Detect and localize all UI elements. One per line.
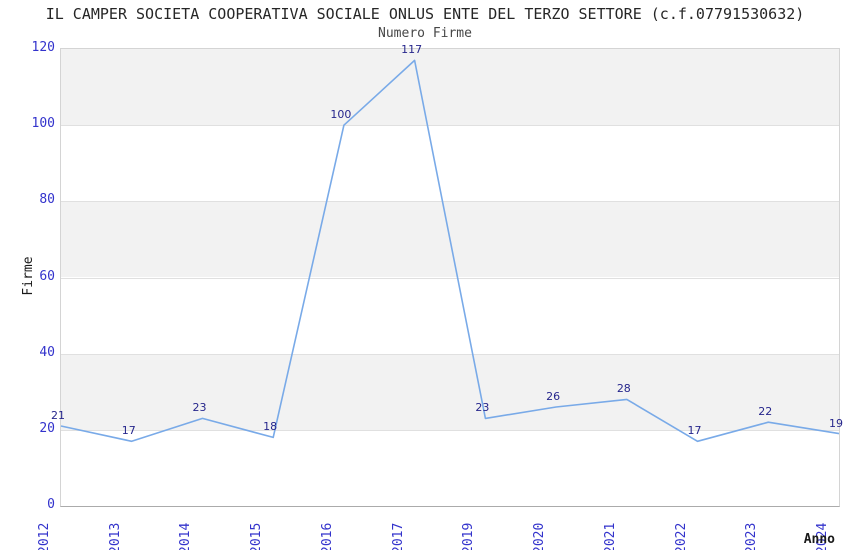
chart-subtitle: Numero Firme bbox=[378, 26, 472, 41]
data-point-label: 17 bbox=[121, 424, 136, 438]
y-tick-label: 100 bbox=[31, 116, 55, 132]
y-tick-label: 60 bbox=[39, 268, 55, 284]
x-tick-label: 2021 bbox=[602, 522, 618, 550]
data-point-label: 23 bbox=[475, 401, 490, 415]
y-tick-label: 80 bbox=[39, 192, 55, 208]
data-point-label: 23 bbox=[192, 401, 207, 415]
gridline bbox=[61, 125, 839, 127]
data-point-label: 21 bbox=[51, 409, 65, 423]
gridline bbox=[61, 277, 839, 279]
chart-title: IL CAMPER SOCIETA COOPERATIVA SOCIALE ON… bbox=[45, 5, 805, 23]
y-tick-label: 40 bbox=[39, 344, 55, 360]
plot-band bbox=[61, 49, 839, 126]
data-point-label: 22 bbox=[758, 405, 773, 419]
x-tick-label: 2017 bbox=[390, 522, 406, 550]
plot-band bbox=[61, 125, 839, 202]
x-tick-label: 2014 bbox=[178, 522, 194, 550]
plot-band bbox=[61, 277, 839, 354]
data-point-label: 18 bbox=[263, 420, 278, 434]
data-point-label: 26 bbox=[546, 389, 561, 403]
plot-area: 21 17 23 18 100 117 23 26 28 17 22 19 bbox=[51, 44, 843, 507]
y-axis-title: Firme bbox=[21, 256, 36, 296]
x-tick-label: 2015 bbox=[249, 522, 265, 550]
line-series bbox=[60, 59, 840, 443]
x-tick-label: 2020 bbox=[532, 522, 548, 550]
plot-band bbox=[61, 429, 839, 506]
y-tick-label: 0 bbox=[47, 497, 55, 512]
x-axis-title: Anno bbox=[803, 532, 835, 547]
gridline bbox=[61, 353, 839, 355]
x-tick-label: 2013 bbox=[107, 522, 123, 550]
gridline bbox=[61, 201, 839, 203]
y-tick-label: 20 bbox=[39, 420, 55, 436]
x-tick-label: 2016 bbox=[319, 522, 335, 550]
data-point-label: 117 bbox=[401, 43, 423, 57]
x-tick-label: 2022 bbox=[673, 522, 689, 550]
plot-band bbox=[61, 353, 839, 430]
data-point-label: 100 bbox=[330, 108, 352, 122]
x-tick-label: 2019 bbox=[461, 522, 477, 550]
gridline bbox=[61, 429, 839, 431]
x-tick-label: 2012 bbox=[37, 522, 52, 550]
data-point-label: 19 bbox=[829, 416, 843, 430]
x-tick-label: 2023 bbox=[744, 522, 760, 550]
y-tick-label: 120 bbox=[31, 40, 55, 55]
data-point-label: 28 bbox=[616, 382, 631, 396]
series-polyline bbox=[60, 59, 840, 443]
data-point-label: 17 bbox=[687, 424, 702, 438]
